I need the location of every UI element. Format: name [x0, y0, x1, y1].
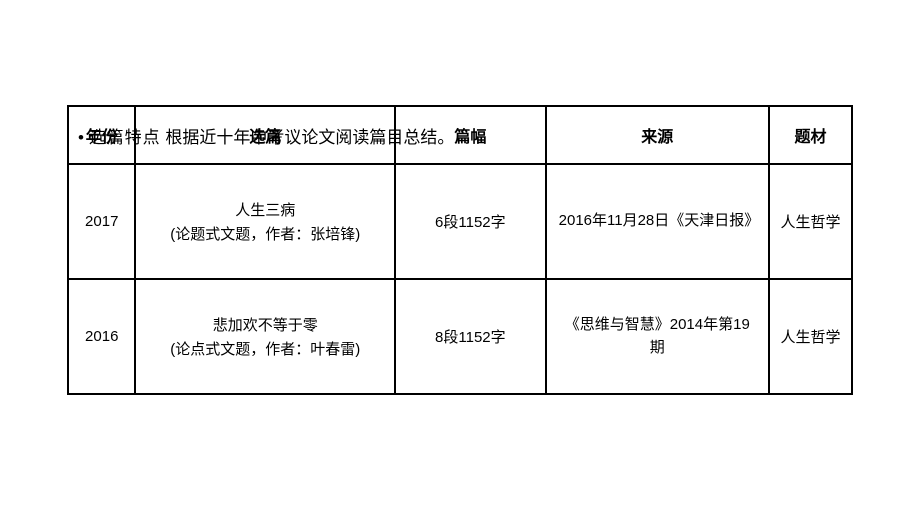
- title-main: 人生三病: [140, 199, 390, 220]
- cell-theme: 人生哲学: [769, 279, 852, 394]
- cell-theme: 人生哲学: [769, 164, 852, 279]
- table-row: 2017 人生三病 (论题式文题，作者：张培锋) 6段1152字 2016年11…: [68, 164, 852, 279]
- title-main: 悲加欢不等于零: [140, 314, 390, 335]
- source-text: 2016年11月28日《天津日报》: [551, 210, 764, 233]
- source-text: 《思维与智慧》2014年第19期: [551, 314, 764, 359]
- header-source: 来源: [546, 106, 769, 164]
- essay-summary-table: 年份 选篇 篇幅 来源 题材 2017 人生三病 (论题式文题，作者：张培锋) …: [67, 105, 853, 395]
- cell-length: 8段1152字: [395, 279, 546, 394]
- title-sub: (论点式文题，作者：叶春雷): [140, 338, 390, 359]
- cell-source: 《思维与智慧》2014年第19期: [546, 279, 769, 394]
- table-row: 2016 悲加欢不等于零 (论点式文题，作者：叶春雷) 8段1152字 《思维与…: [68, 279, 852, 394]
- header-theme: 题材: [769, 106, 852, 164]
- overlay-desc: 根据近十年中考议论文阅读篇目总结。: [165, 128, 454, 147]
- cell-title: 悲加欢不等于零 (论点式文题，作者：叶春雷): [135, 279, 395, 394]
- cell-title: 人生三病 (论题式文题，作者：张培锋): [135, 164, 395, 279]
- content-wrapper: 年份 选篇 篇幅 来源 题材 2017 人生三病 (论题式文题，作者：张培锋) …: [0, 0, 920, 395]
- cell-year: 2016: [68, 279, 135, 394]
- cell-year: 2017: [68, 164, 135, 279]
- overlay-label: 选篇特点: [89, 128, 161, 147]
- title-sub: (论题式文题，作者：张培锋): [140, 223, 390, 244]
- cell-source: 2016年11月28日《天津日报》: [546, 164, 769, 279]
- bullet-point: •: [78, 128, 84, 147]
- cell-length: 6段1152字: [395, 164, 546, 279]
- overlay-note: • 选篇特点 根据近十年中考议论文阅读篇目总结。: [78, 123, 454, 148]
